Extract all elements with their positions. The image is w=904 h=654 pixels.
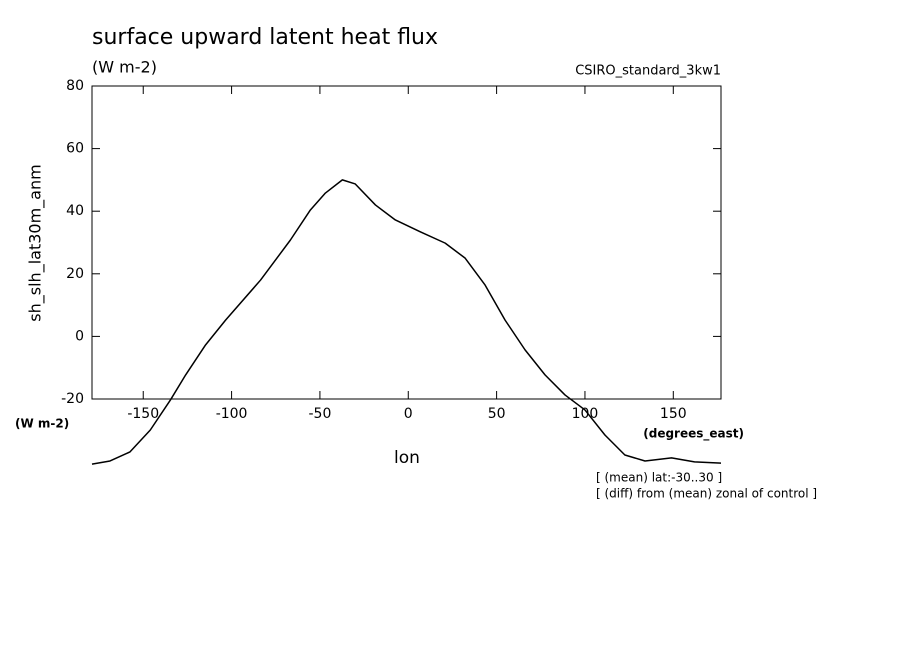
x-tick-label: -150	[127, 406, 159, 422]
x-tick-label: 50	[488, 406, 506, 422]
chart-subtitle: (W m-2)	[92, 58, 157, 77]
y-tick-label: 0	[75, 328, 84, 344]
source-label: CSIRO_standard_3kw1	[575, 64, 721, 79]
note: [ (mean) lat:-30..30 ]	[596, 471, 722, 485]
plot-frame	[91, 85, 722, 400]
x-tick-label: 0	[404, 406, 413, 422]
x-tick-label: 100	[572, 406, 599, 422]
x-tick-label: 150	[660, 406, 687, 422]
y-tick-label: 20	[66, 266, 84, 282]
data-line	[91, 179, 722, 465]
y-units: (W m-2)	[15, 417, 69, 431]
y-tick-label: -20	[61, 391, 84, 407]
y-axis-label: sh_slh_lat30m_anm	[26, 164, 46, 321]
y-tick-label: 60	[66, 141, 84, 157]
note: [ (diff) from (mean) zonal of control ]	[596, 487, 817, 501]
x-units: (degrees_east)	[643, 427, 744, 442]
chart-title: surface upward latent heat flux	[92, 25, 438, 50]
y-tick-label: 80	[66, 78, 84, 94]
x-tick-label: -50	[308, 406, 331, 422]
x-axis-label: lon	[394, 448, 420, 468]
x-tick-label: -100	[216, 406, 248, 422]
y-tick-label: 40	[66, 203, 84, 219]
